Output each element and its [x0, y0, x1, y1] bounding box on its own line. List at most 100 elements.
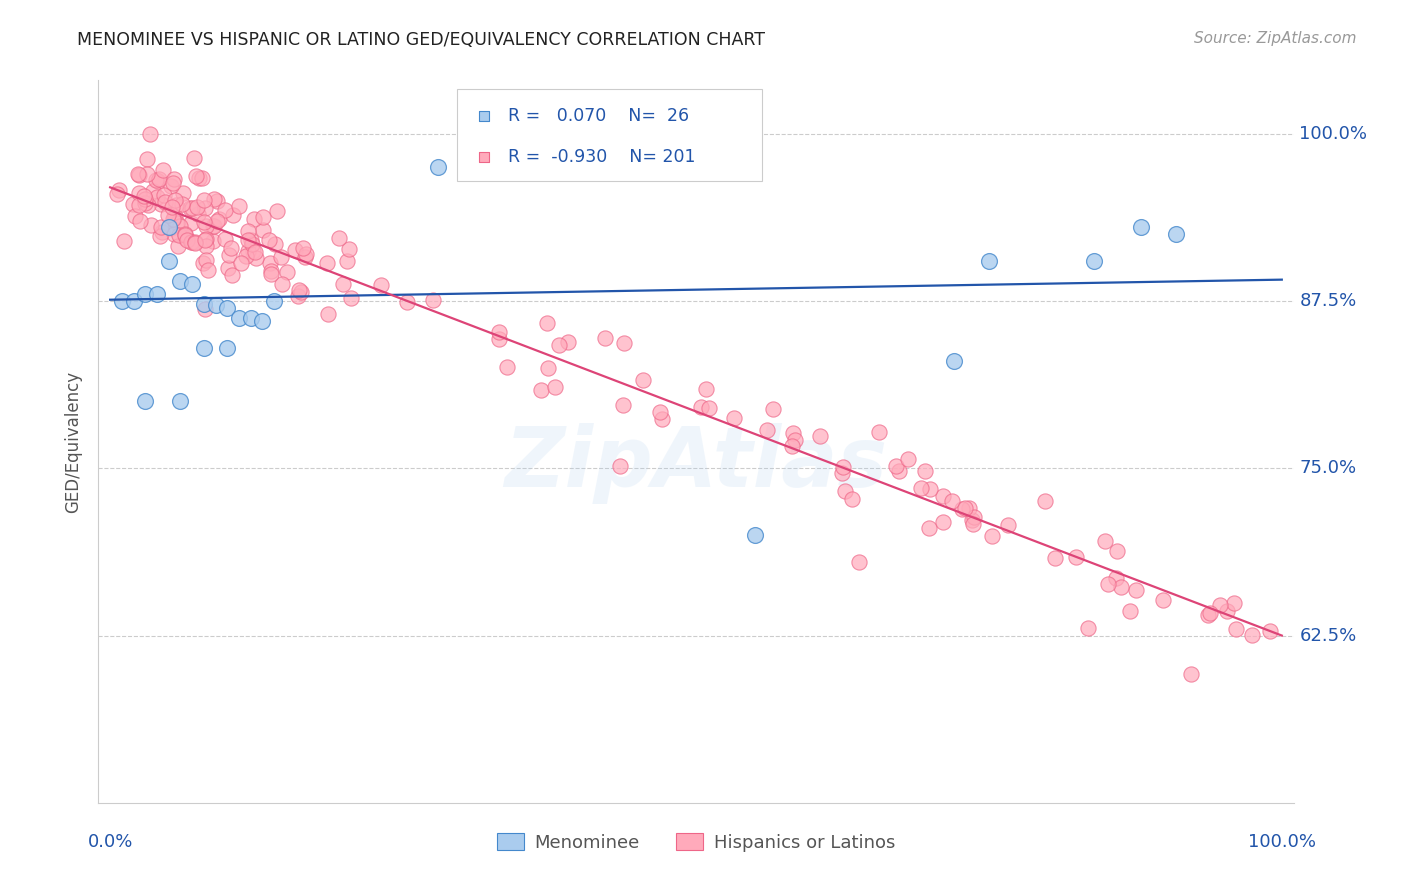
- Point: [697, 401, 720, 415]
- Point: [181, 277, 204, 291]
- Point: [1209, 598, 1232, 612]
- Point: [612, 398, 634, 412]
- Point: [960, 513, 983, 527]
- Point: [128, 198, 150, 212]
- Point: [252, 314, 274, 328]
- Point: [163, 209, 186, 223]
- Point: [157, 220, 180, 235]
- Point: [176, 233, 198, 247]
- Point: [166, 216, 188, 230]
- Point: [128, 168, 150, 182]
- Point: [180, 216, 202, 230]
- Point: [695, 382, 717, 396]
- Point: [165, 193, 187, 207]
- Point: [239, 233, 262, 247]
- Point: [238, 244, 260, 258]
- Text: R =  -0.930    N= 201: R = -0.930 N= 201: [509, 147, 696, 166]
- Point: [136, 198, 159, 212]
- Point: [239, 311, 262, 326]
- Point: [112, 234, 135, 248]
- Point: [1077, 621, 1099, 635]
- Point: [953, 501, 976, 516]
- Text: 75.0%: 75.0%: [1299, 459, 1357, 477]
- Point: [153, 187, 176, 202]
- Y-axis label: GED/Equivalency: GED/Equivalency: [65, 370, 83, 513]
- Point: [1118, 604, 1140, 618]
- Point: [167, 239, 190, 253]
- Point: [163, 211, 186, 225]
- Text: 87.5%: 87.5%: [1299, 292, 1357, 310]
- Point: [108, 183, 131, 197]
- Point: [134, 195, 156, 210]
- Point: [146, 190, 169, 204]
- Point: [292, 241, 315, 255]
- Point: [162, 227, 184, 242]
- Point: [142, 185, 165, 199]
- Point: [263, 237, 285, 252]
- Point: [884, 459, 907, 474]
- Point: [744, 528, 766, 542]
- Point: [193, 214, 215, 228]
- Point: [183, 151, 205, 165]
- Point: [172, 196, 194, 211]
- Point: [259, 233, 281, 247]
- Point: [174, 231, 197, 245]
- Point: [134, 189, 156, 203]
- Point: [1109, 580, 1132, 594]
- Point: [263, 294, 285, 309]
- Point: [547, 338, 569, 352]
- Point: [290, 285, 312, 300]
- Point: [831, 460, 853, 475]
- Point: [288, 283, 311, 297]
- Point: [613, 336, 636, 351]
- Point: [478, 194, 501, 208]
- Point: [159, 221, 181, 235]
- Point: [205, 213, 228, 227]
- Point: [173, 228, 195, 243]
- Point: [897, 452, 920, 467]
- Point: [370, 277, 392, 292]
- Point: [169, 219, 191, 233]
- Point: [1105, 543, 1128, 558]
- Point: [942, 354, 965, 368]
- Point: [295, 247, 318, 261]
- Point: [910, 481, 932, 495]
- Point: [887, 464, 910, 478]
- Text: 62.5%: 62.5%: [1299, 626, 1357, 645]
- Point: [228, 311, 250, 326]
- Point: [780, 439, 803, 453]
- Point: [243, 211, 266, 226]
- Point: [201, 219, 224, 233]
- Point: [287, 289, 309, 303]
- Point: [162, 176, 184, 190]
- Point: [914, 464, 936, 478]
- Point: [252, 210, 274, 224]
- Point: [202, 234, 225, 248]
- Point: [316, 307, 339, 321]
- Point: [808, 429, 831, 443]
- Point: [941, 493, 963, 508]
- Point: [1223, 596, 1246, 610]
- Point: [931, 515, 953, 529]
- Point: [139, 218, 162, 232]
- Point: [202, 192, 225, 206]
- Point: [195, 231, 218, 245]
- FancyBboxPatch shape: [457, 89, 762, 181]
- Point: [723, 411, 745, 425]
- Point: [146, 174, 169, 188]
- Point: [259, 256, 281, 270]
- Point: [336, 253, 359, 268]
- Point: [918, 521, 941, 535]
- Point: [184, 235, 207, 249]
- Point: [834, 484, 856, 499]
- Point: [963, 509, 986, 524]
- Point: [831, 466, 853, 480]
- Point: [495, 359, 517, 374]
- Point: [150, 219, 173, 234]
- Point: [204, 298, 226, 312]
- Point: [172, 186, 194, 200]
- Point: [997, 518, 1019, 533]
- Point: [195, 239, 218, 253]
- Point: [134, 394, 156, 409]
- Point: [167, 228, 190, 243]
